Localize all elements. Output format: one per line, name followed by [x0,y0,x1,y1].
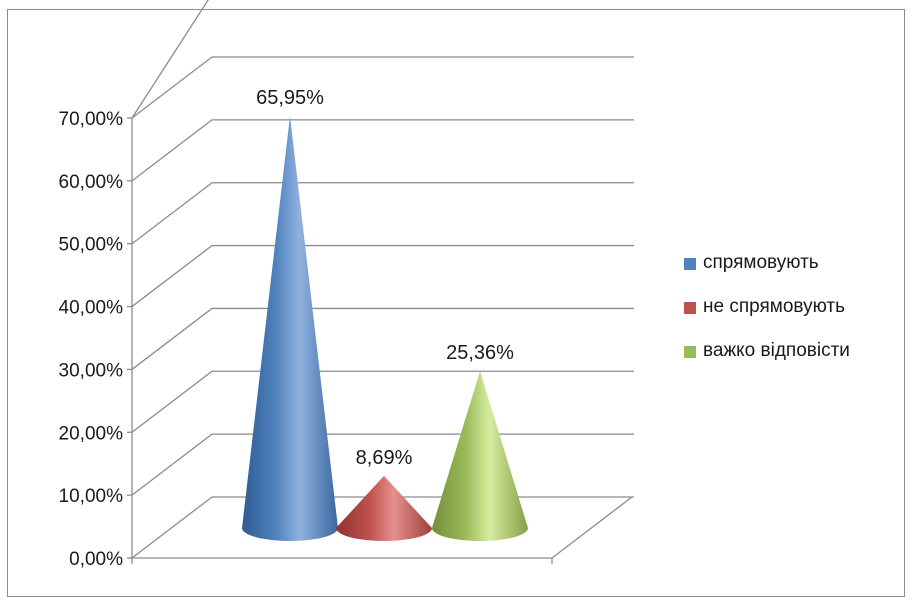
legend-swatch [684,258,696,270]
legend-label: не спрямовують [703,296,846,317]
y-tick-label: 70,00% [59,109,124,130]
gridline-side [131,182,213,245]
data-label: 25,36% [446,342,514,364]
gridline-side [131,496,213,559]
legend-item-vazhko-vidpovisty: важко відповісти [684,338,904,382]
cone-body [242,115,338,541]
gridline-side [131,307,213,370]
cone-body [336,475,432,541]
cones-layer [242,115,528,541]
y-tick-label: 50,00% [59,235,124,256]
gridline-side [131,370,213,433]
cone-bar-2 [432,371,528,541]
y-tick-label: 10,00% [59,486,124,507]
data-label: 65,95% [256,87,324,109]
floor-edge [551,496,633,559]
legend-label: спрямовують [703,252,819,273]
legend-swatch [684,302,696,314]
y-tick-label: 30,00% [59,360,124,381]
gridline-side [131,433,213,496]
legend: спрямовують не спрямовують важко відпові… [684,250,904,382]
cone-bar-1 [336,475,432,541]
axes-layer: 0,00% 10,00% 20,00% 30,00% 40,00% 50,00% 60,00… [59,0,634,570]
legend-label: важко відповісти [703,340,850,361]
data-label: 8,69% [356,447,413,469]
y-tick-label: 0,00% [69,549,123,570]
gridline-side [131,119,213,182]
legend-item-ne-sprjamovujut: не спрямовують [684,294,904,338]
labels-layer: 65,95% 8,69% 25,36% [256,87,514,469]
legend-item-sprjamovujut: спрямовують [684,250,904,294]
y-tick-label: 40,00% [59,298,124,319]
gridline-side [131,0,209,119]
gridline-side [131,245,213,308]
y-tick-label: 60,00% [59,172,124,193]
gridline-side [131,56,213,119]
y-tick-label: 20,00% [59,423,124,444]
legend-swatch [684,346,696,358]
cone-bar-0 [242,115,338,541]
cone-body [432,371,528,541]
